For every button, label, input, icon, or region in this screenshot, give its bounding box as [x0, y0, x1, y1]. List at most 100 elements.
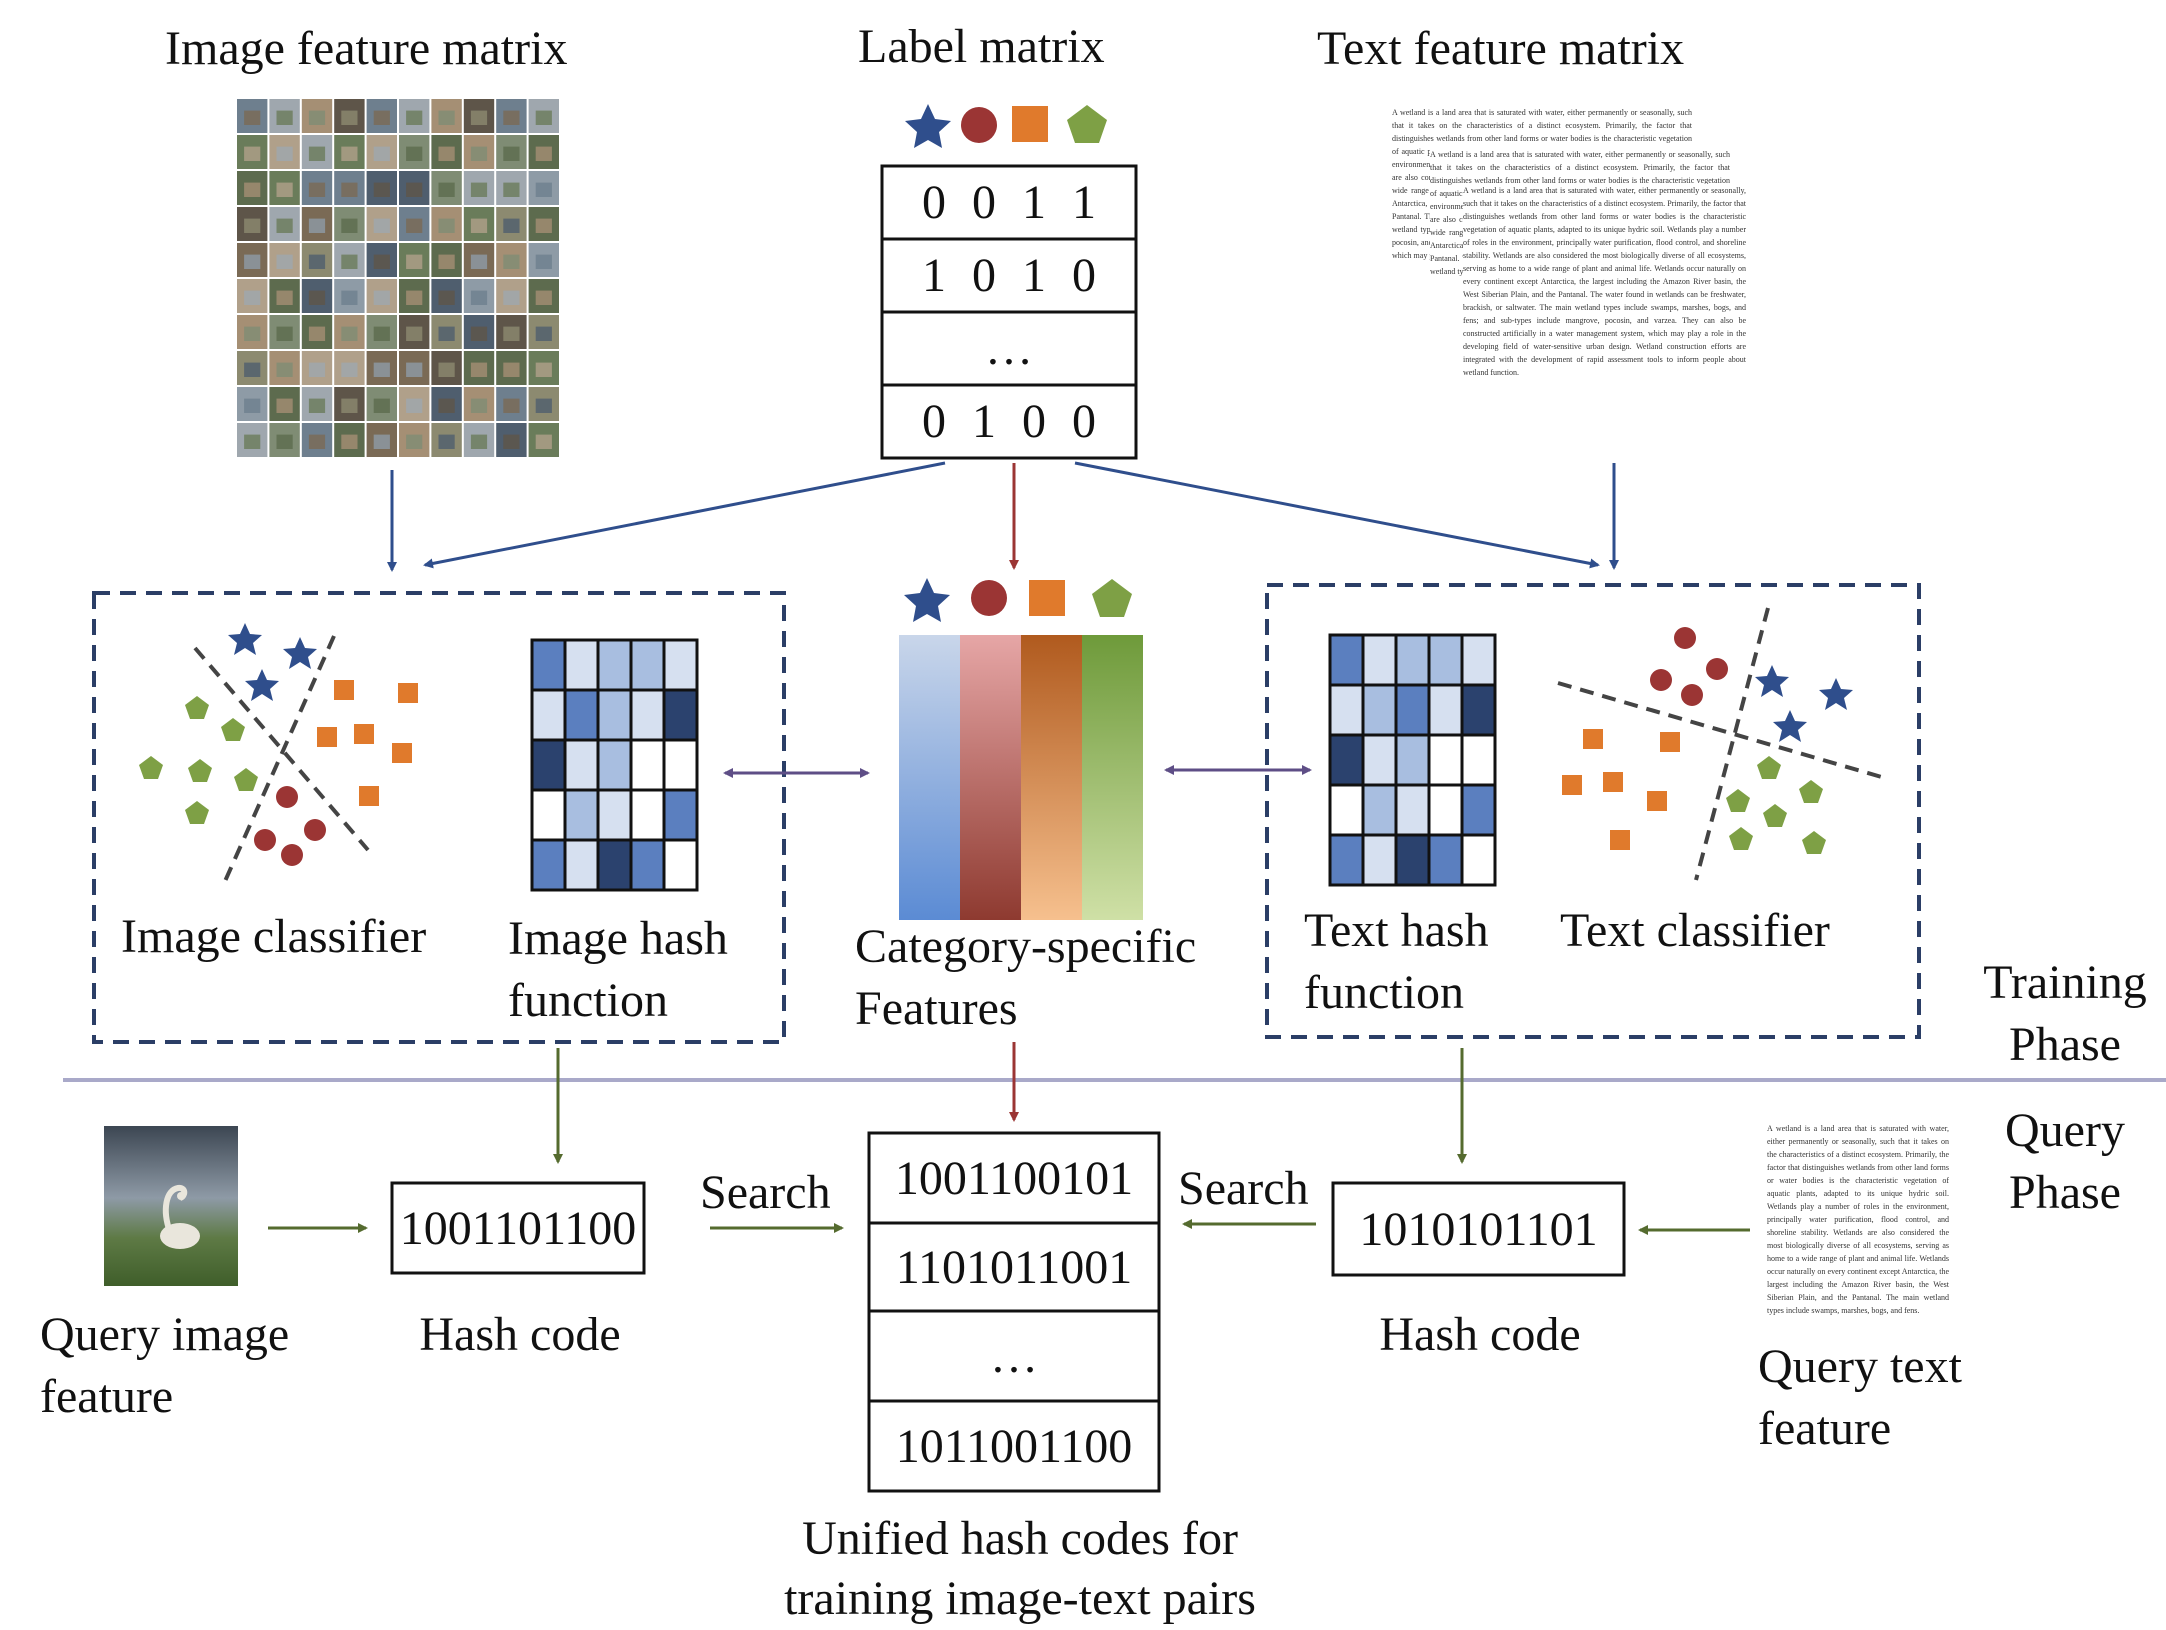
training-phase-label-line1: Training — [1983, 956, 2147, 1009]
pentagon-icon — [1092, 579, 1132, 617]
category-features-label-line2: Features — [855, 982, 1018, 1035]
mosaic-thumbnail-subject — [503, 290, 520, 305]
mosaic-thumbnail-subject — [503, 110, 520, 125]
hash-grid-cell — [1460, 833, 1497, 887]
square-icon — [1012, 106, 1048, 142]
mosaic-thumbnail-subject — [244, 254, 261, 269]
hash-grid-cell — [629, 638, 666, 692]
mosaic-thumbnail-subject — [373, 434, 390, 449]
mosaic-thumbnail-subject — [276, 110, 293, 125]
mosaic-thumbnail-subject — [438, 398, 455, 413]
hash-grid-cell — [596, 838, 633, 892]
mosaic-thumbnail-subject — [308, 326, 326, 341]
mosaic-thumbnail-subject — [373, 254, 390, 269]
text-hash-code-value: 1010101101 — [1359, 1202, 1598, 1256]
mosaic-thumbnail-subject — [308, 182, 326, 197]
mosaic-thumbnail-subject — [535, 146, 552, 161]
hash-grid-cell — [662, 688, 699, 742]
mosaic-thumbnail-subject — [341, 218, 358, 233]
mosaic-thumbnail-subject — [244, 398, 261, 413]
hash-grid-cell — [629, 688, 666, 742]
query-image-label-line2: feature — [40, 1370, 174, 1423]
mosaic-thumbnail-subject — [503, 434, 520, 449]
mosaic-thumbnail-subject — [244, 146, 261, 161]
mosaic-thumbnail-subject — [244, 110, 261, 125]
hash-grid-cell — [1427, 683, 1464, 737]
mosaic-thumbnail-subject — [276, 182, 293, 197]
mosaic-thumbnail-subject — [503, 182, 520, 197]
mosaic-thumbnail-subject — [276, 218, 293, 233]
hash-grid-cell — [1427, 733, 1464, 787]
mosaic-thumbnail-subject — [438, 254, 455, 269]
mosaic-thumbnail-subject — [438, 326, 455, 341]
mosaic-thumbnail-subject — [373, 362, 390, 377]
text-hash-grid — [1328, 633, 1497, 887]
mosaic-thumbnail-subject — [535, 254, 552, 269]
unified-code-row-4: 1011001100 — [895, 1419, 1133, 1473]
image-hash-label-line1: Image hash — [508, 912, 728, 965]
mosaic-thumbnail-subject — [503, 218, 520, 233]
mosaic-thumbnail-subject — [438, 290, 455, 305]
hash-grid-cell — [1328, 733, 1365, 787]
mosaic-thumbnail-subject — [535, 326, 552, 341]
mosaic-thumbnail-subject — [308, 146, 326, 161]
mosaic-thumbnail-subject — [244, 182, 261, 197]
training-phase-label-line2: Phase — [2009, 1018, 2121, 1071]
text-classifier-scatter — [1557, 607, 1886, 881]
mosaic-thumbnail-subject — [438, 434, 455, 449]
hash-grid-cell — [1394, 633, 1431, 687]
hash-grid-cell — [530, 688, 567, 742]
mosaic-thumbnail-subject — [503, 254, 520, 269]
mosaic-thumbnail-subject — [406, 290, 423, 305]
mosaic-thumbnail-subject — [308, 362, 326, 377]
hash-grid-cell — [596, 738, 633, 792]
text-classifier-label: Text classifier — [1560, 904, 1830, 957]
mosaic-thumbnail-subject — [276, 434, 293, 449]
search-label-right: Search — [1178, 1162, 1309, 1215]
text-feature-matrix-label: Text feature matrix — [1317, 22, 1685, 75]
mosaic-thumbnail-subject — [373, 110, 390, 125]
hash-grid-cell — [662, 638, 699, 692]
text-hash-code-caption: Hash code — [1379, 1308, 1581, 1361]
hash-grid-cell — [1427, 633, 1464, 687]
hash-grid-cell — [563, 688, 600, 742]
text-hash-code-box — [1331, 1181, 1626, 1277]
circle-icon — [961, 107, 997, 143]
mosaic-thumbnail-subject — [244, 434, 261, 449]
hash-grid-cell — [596, 788, 633, 842]
mosaic-thumbnail-subject — [470, 254, 488, 269]
image-hash-grid — [530, 638, 699, 892]
mosaic-thumbnail-subject — [308, 110, 326, 125]
mosaic-thumbnail-subject — [438, 110, 455, 125]
label-matrix-row-2: 1 0 1 0 — [922, 249, 1096, 302]
category-feature-bars — [899, 635, 1143, 920]
hash-grid-cell — [1328, 783, 1365, 837]
query-text-page: A wetland is a land area that is saturat… — [1767, 1122, 1949, 1318]
mosaic-thumbnail-subject — [373, 146, 390, 161]
hash-grid-cell — [1361, 633, 1398, 687]
label-matrix-row-1: 0 0 1 1 — [922, 176, 1096, 229]
query-down-arrows — [553, 1042, 1467, 1164]
query-horizontal-arrows — [268, 1219, 1750, 1235]
mosaic-thumbnail-subject — [341, 398, 358, 413]
label-matrix-label: Label matrix — [858, 20, 1105, 73]
top-arrows — [387, 461, 1619, 572]
hash-grid-cell — [530, 788, 567, 842]
mosaic-thumbnail-subject — [373, 182, 390, 197]
label-matrix-row-3: … — [985, 322, 1033, 375]
mosaic-thumbnail-subject — [276, 290, 293, 305]
mosaic-thumbnail-subject — [373, 218, 390, 233]
hash-grid-cell — [1361, 683, 1398, 737]
mosaic-thumbnail-subject — [406, 326, 423, 341]
mosaic-thumbnail-subject — [503, 326, 520, 341]
mosaic-thumbnail-subject — [438, 218, 455, 233]
mosaic-thumbnail-subject — [276, 326, 293, 341]
image-hash-code-caption: Hash code — [419, 1308, 621, 1361]
text-training-box — [1265, 583, 1921, 1039]
mosaic-thumbnail-subject — [308, 218, 326, 233]
mosaic-thumbnail-subject — [503, 362, 520, 377]
category-features-label-line1: Category-specific — [855, 920, 1197, 973]
text-hash-label-line1: Text hash — [1304, 904, 1489, 957]
query-phase-label-line1: Query — [2005, 1104, 2125, 1157]
mosaic-thumbnail-subject — [470, 218, 488, 233]
